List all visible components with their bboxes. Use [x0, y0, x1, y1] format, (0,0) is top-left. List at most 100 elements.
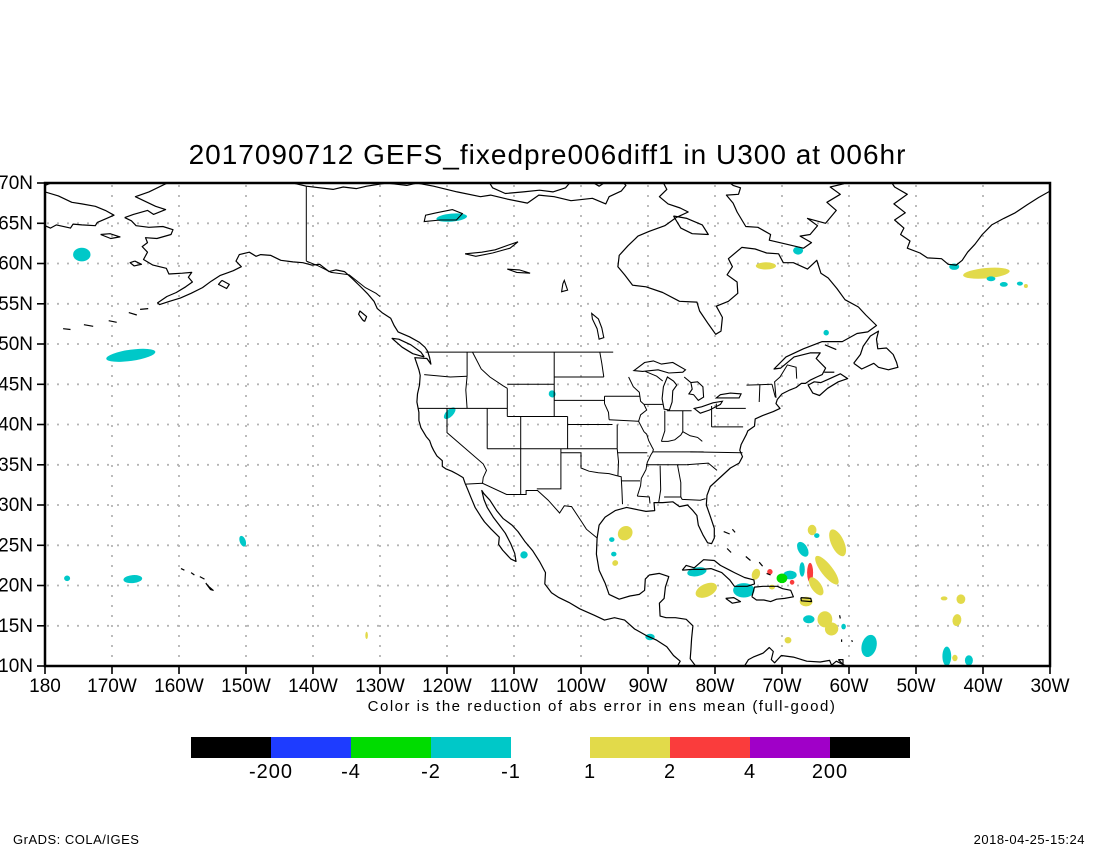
colorbar-negative-segment	[351, 737, 431, 758]
coastline	[199, 576, 205, 580]
border-line	[637, 495, 651, 504]
colorbar-positive-label: 4	[743, 761, 757, 783]
anomaly-patch-yellow	[617, 526, 633, 541]
coastline	[595, 183, 878, 666]
anomaly-patch-cyan	[986, 276, 996, 282]
anomaly-patch-cyan	[964, 655, 973, 666]
border-line	[774, 364, 798, 398]
colorbar-negative: -200 -4 -2 -1	[191, 737, 520, 783]
coastline	[140, 308, 149, 310]
coastline	[751, 585, 794, 603]
border-line	[677, 464, 682, 497]
anomaly-patch-yellow	[1023, 284, 1028, 288]
anomaly-patch-cyan	[106, 348, 156, 362]
coastline	[800, 597, 813, 603]
lake-outline	[714, 392, 742, 399]
anomaly-patch-cyan	[443, 407, 456, 420]
anomaly-patch-green	[776, 573, 788, 584]
coastline	[129, 260, 143, 267]
colorbar-positive: 1 2 4 200	[584, 737, 910, 783]
anomaly-shading	[64, 213, 1028, 666]
colorbar-negative-segment	[271, 737, 351, 758]
border-line	[560, 452, 619, 477]
anomaly-patch-cyan	[239, 535, 247, 547]
y-tick-label: 20N	[0, 576, 33, 597]
border-line	[771, 384, 776, 398]
lake-outline	[632, 360, 687, 374]
border-line	[628, 376, 654, 497]
grads-credit: GrADS: COLA/IGES	[13, 832, 140, 847]
coastline	[592, 183, 606, 187]
lake-outline	[692, 400, 724, 414]
colorbar-negative-segment	[191, 737, 271, 758]
coastline	[488, 183, 571, 195]
anomaly-patch-cyan	[942, 646, 952, 666]
anomaly-patch-yellow	[963, 267, 1010, 279]
border-line	[424, 374, 468, 378]
plot-title: 2017090712 GEFS_fixedpre006diff1 in U300…	[188, 139, 907, 170]
x-tick-label: 100W	[556, 676, 606, 697]
coastline	[726, 548, 732, 553]
coastline	[45, 183, 53, 186]
anomaly-patch-yellow	[612, 560, 619, 566]
y-tick-label: 30N	[0, 495, 33, 516]
coastline	[766, 572, 771, 576]
border-line	[690, 451, 743, 454]
anomaly-patch-cyan	[1016, 281, 1023, 286]
coastline	[190, 572, 195, 576]
x-tick-label: 160W	[154, 676, 204, 697]
anomaly-patch-yellow	[808, 577, 824, 596]
y-tick-label: 55N	[0, 294, 33, 315]
colorbar-positive-segment	[830, 737, 910, 758]
colorbar-negative-label: -4	[341, 761, 361, 783]
coastline	[83, 324, 94, 327]
colorbar-negative-segment	[431, 737, 511, 758]
coastline	[807, 373, 849, 397]
border-line	[746, 383, 773, 386]
border-line	[465, 482, 598, 539]
anomaly-patch-yellow	[940, 596, 948, 601]
colorbar-negative-label: -2	[421, 761, 441, 783]
coastline	[725, 597, 742, 604]
x-tick-label: 30W	[1030, 676, 1069, 697]
anomaly-patch-cyan	[609, 537, 615, 542]
anomaly-patch-yellow	[824, 622, 839, 636]
coastline	[745, 556, 751, 561]
border-line	[715, 403, 746, 409]
coastline	[743, 646, 847, 666]
state-borders	[305, 186, 798, 539]
grid-lines	[47, 185, 1048, 664]
anomaly-patch-cyan	[793, 246, 804, 255]
anomaly-patch-cyan	[73, 247, 91, 262]
colorbar-positive-segment	[670, 737, 750, 758]
x-tick-label: 70W	[762, 676, 801, 697]
coastline	[63, 328, 71, 331]
coastline	[391, 337, 425, 358]
border-line	[645, 370, 664, 382]
coastline	[128, 312, 137, 316]
anomaly-patch-cyan	[803, 615, 815, 624]
anomaly-patch-yellow	[952, 614, 962, 627]
lake-outline	[683, 376, 705, 402]
border-line	[599, 352, 605, 378]
coastline	[725, 183, 845, 249]
y-tick-label: 10N	[0, 656, 33, 677]
x-tick-label: 60W	[829, 676, 868, 697]
border-line	[536, 448, 562, 490]
border-line	[664, 496, 706, 501]
anomaly-patch-yellow	[807, 524, 817, 536]
anomaly-patch-cyan	[861, 634, 877, 657]
x-tick-label: 90W	[628, 676, 667, 697]
axis-ticks	[37, 182, 1051, 674]
coastline	[358, 310, 368, 322]
colorbar-positive-segment	[750, 737, 830, 758]
colorbar-negative-label: -1	[501, 761, 521, 783]
lake-outline	[507, 268, 531, 274]
x-tick-label: 40W	[963, 676, 1002, 697]
anomaly-patch-cyan	[548, 390, 556, 398]
anomaly-patch-cyan	[520, 551, 528, 559]
anomaly-patch-cyan	[123, 575, 143, 584]
x-tick-label: 110W	[490, 676, 538, 697]
anomaly-patch-cyan	[797, 541, 809, 557]
